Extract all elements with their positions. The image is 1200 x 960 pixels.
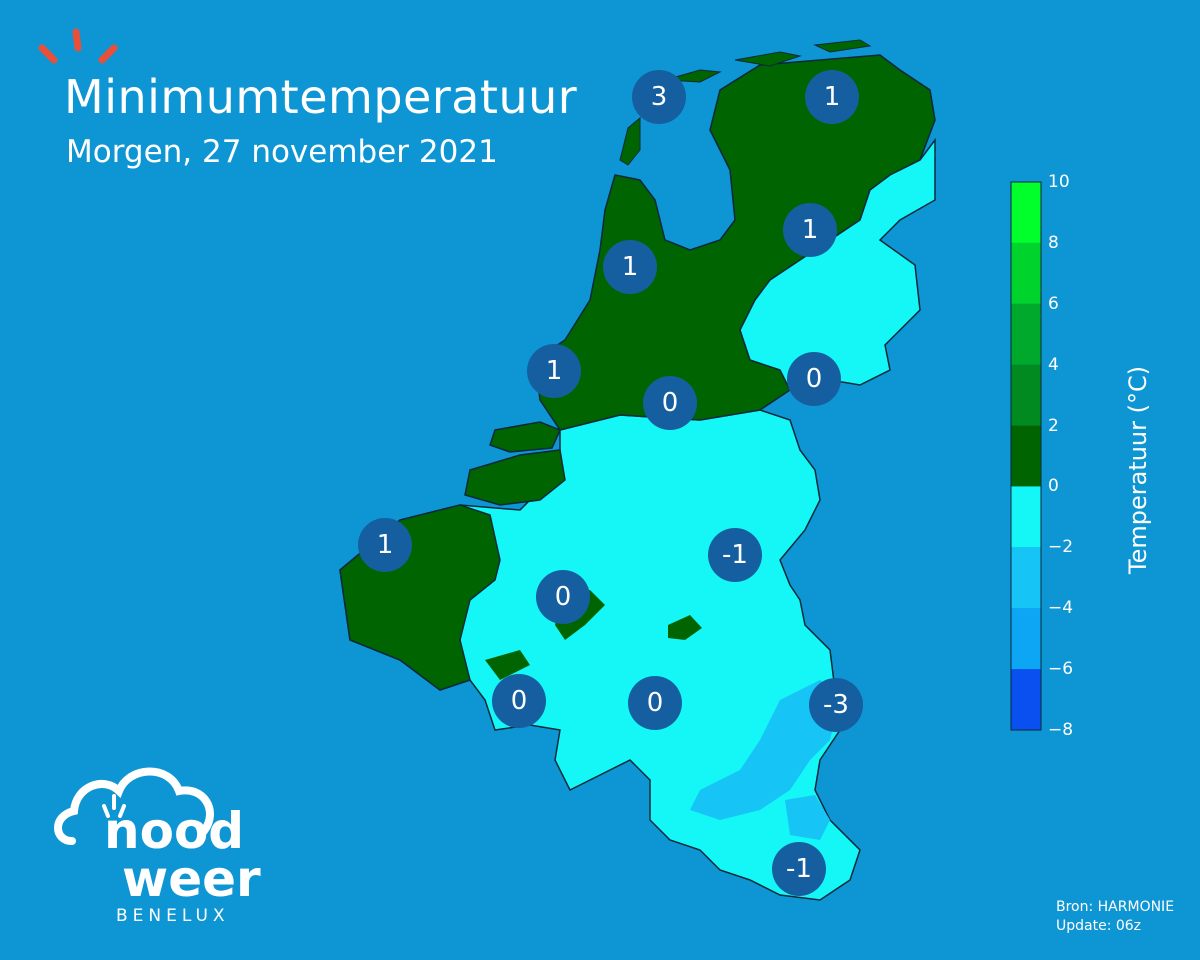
- logo-subtitle: BENELUX: [116, 906, 230, 926]
- colorbar-band: [1011, 547, 1041, 609]
- temp-marker: 3: [632, 70, 686, 124]
- update-line: Update: 06z: [1056, 918, 1142, 934]
- colorbar-tick-label: −4: [1048, 598, 1074, 619]
- land-zeeland-2: [489, 421, 562, 453]
- temp-marker: 1: [527, 344, 581, 398]
- temp-marker: 0: [492, 674, 546, 728]
- land-schier: [813, 39, 872, 53]
- colorbar-tick-label: 6: [1048, 293, 1059, 314]
- land-east-cyan: [739, 137, 936, 391]
- colorbar-tick-label: 10: [1048, 172, 1070, 192]
- temp-marker: 0: [536, 570, 590, 624]
- temp-marker: 1: [783, 203, 837, 257]
- colorbar-band: [1011, 425, 1041, 487]
- land-ardennes-blue: [690, 680, 840, 820]
- colorbar-band: [1011, 182, 1041, 243]
- land-texel: [619, 116, 641, 166]
- colorbar-tick-label: 8: [1048, 232, 1059, 253]
- source-info: Bron: HARMONIE Update: 06z: [1056, 898, 1174, 936]
- land-ameland: [734, 51, 802, 67]
- temp-marker: 1: [805, 70, 859, 124]
- land-green-patch-2: [668, 615, 702, 640]
- page-subtitle: Morgen, 27 november 2021: [66, 134, 498, 170]
- colorbar-band: [1011, 608, 1041, 670]
- colorbar-title: Temperatuur (°C): [1124, 365, 1152, 574]
- land-zeeland: [464, 449, 566, 506]
- colorbar-tick-label: 4: [1048, 354, 1059, 375]
- sun-rays-icon: [38, 28, 118, 64]
- colorbar-tick-label: −6: [1048, 659, 1074, 680]
- temp-marker: -3: [809, 678, 863, 732]
- cloud-logo-icon: nood weer: [54, 767, 261, 908]
- logo-word-1: nood: [104, 802, 244, 860]
- colorbar-tick-label: 0: [1048, 476, 1059, 497]
- colorbar-tick-label: −2: [1048, 537, 1074, 558]
- source-line: Bron: HARMONIE: [1056, 899, 1175, 915]
- colorbar-band: [1011, 242, 1041, 304]
- temp-marker: 0: [643, 376, 697, 430]
- logo-word-2: weer: [122, 850, 261, 908]
- land-lux-blue: [785, 795, 830, 840]
- temp-marker: 1: [603, 240, 657, 294]
- page-title: Minimumtemperatuur: [64, 70, 578, 124]
- colorbar-tick-label: 2: [1048, 415, 1059, 436]
- temp-marker: -1: [708, 528, 762, 582]
- colorbar-band: [1011, 303, 1041, 365]
- temp-marker: 0: [787, 352, 841, 406]
- land-green-patch-3: [485, 650, 530, 680]
- colorbar: [1010, 181, 1042, 731]
- colorbar-tick-label: −8: [1048, 720, 1074, 740]
- temp-marker: 0: [628, 676, 682, 730]
- colorbar-band: [1011, 669, 1041, 730]
- colorbar-band: [1011, 486, 1041, 548]
- colorbar-band: [1011, 364, 1041, 426]
- colorbar-frame: [1010, 181, 1042, 731]
- temp-marker: -1: [772, 842, 826, 896]
- temp-marker: 1: [358, 518, 412, 572]
